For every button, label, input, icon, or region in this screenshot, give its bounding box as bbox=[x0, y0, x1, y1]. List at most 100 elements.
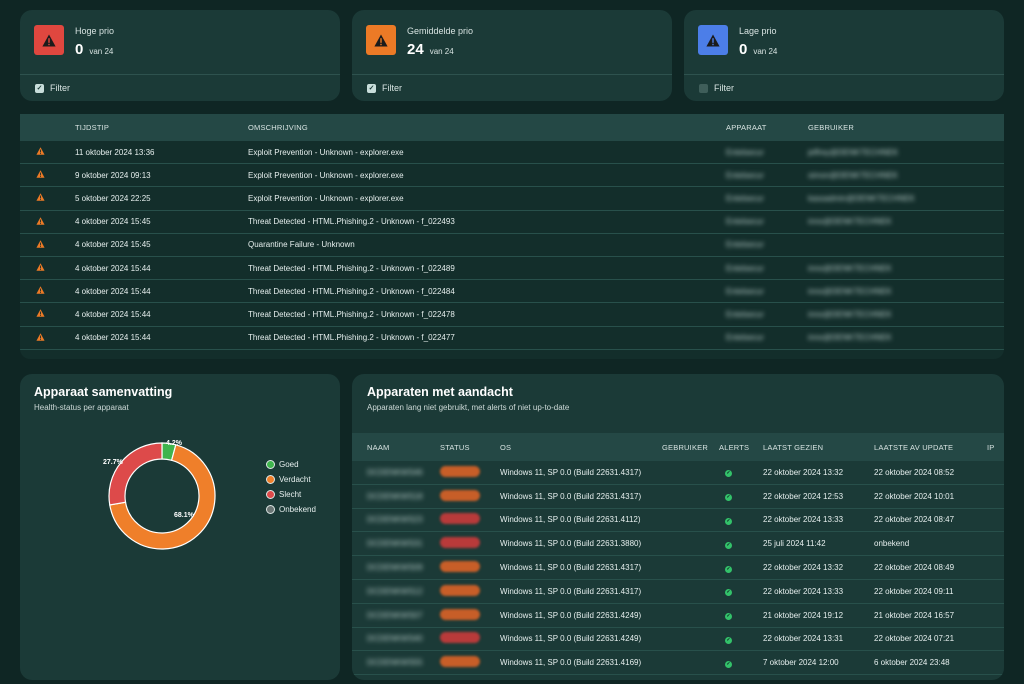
device-row[interactable]: DCDENKWS07 Windows 11, SP 0.0 (Build 2263… bbox=[352, 604, 1004, 628]
filter-label: Filter bbox=[50, 83, 70, 93]
column-header-last-seen[interactable]: LAATST GEZIEN bbox=[763, 442, 824, 452]
alert-device: Entelsecur bbox=[726, 170, 764, 180]
device-row[interactable]: DCDENKWS09 Windows 11, SP 0.0 (Build 2263… bbox=[352, 556, 1004, 580]
column-header-time[interactable]: TIJDSTIP bbox=[75, 123, 110, 132]
devices-table-header: NAAM STATUS OS GEBRUIKER ALERTS LAATST G… bbox=[352, 433, 1004, 461]
alert-priority-cell bbox=[20, 170, 75, 180]
filter-label: Filter bbox=[382, 83, 402, 93]
alert-row[interactable]: 11 oktober 2024 13:36 Exploit Prevention … bbox=[20, 141, 1004, 165]
column-header-description[interactable]: OMSCHRIJVING bbox=[248, 123, 308, 132]
device-row[interactable]: DCDENKWS40 Windows 11, SP 0.0 (Build 2263… bbox=[352, 628, 1004, 652]
warning-icon bbox=[698, 25, 728, 55]
column-header-name[interactable]: NAAM bbox=[367, 442, 390, 452]
column-header-os[interactable]: OS bbox=[500, 442, 512, 452]
slice-label: 27.7% bbox=[103, 459, 124, 466]
slice-label: 68.1% bbox=[174, 512, 195, 519]
legend-label: Goed bbox=[279, 460, 299, 469]
legend-item: Verdacht bbox=[266, 472, 316, 487]
donut-slice-slecht[interactable] bbox=[108, 442, 163, 506]
alert-time: 5 oktober 2024 22:25 bbox=[75, 193, 151, 203]
device-alerts: ✓ bbox=[719, 634, 763, 644]
device-alerts: ✓ bbox=[719, 610, 763, 621]
column-header-last-av-update[interactable]: LAATSTE AV UPDATE bbox=[874, 442, 954, 452]
device-status bbox=[440, 656, 500, 669]
filter-toggle-medium[interactable]: ✓ Filter bbox=[352, 74, 672, 101]
warning-icon bbox=[366, 25, 396, 55]
alert-time: 11 oktober 2024 13:36 bbox=[75, 147, 155, 157]
device-os: Windows 11, SP 0.0 (Build 22631.3880) bbox=[500, 539, 642, 549]
device-alerts: ✓ bbox=[719, 467, 763, 478]
alert-priority-cell bbox=[20, 240, 75, 250]
legend-swatch bbox=[266, 490, 275, 499]
device-last-seen: 22 oktober 2024 13:33 bbox=[763, 515, 844, 525]
column-header-user[interactable]: GEBRUIKER bbox=[662, 442, 708, 452]
device-row[interactable]: DCDENKWS55 Windows 11, SP 0.0 (Build 2263… bbox=[352, 651, 1004, 676]
alert-user: inno@DENKTECHNEK bbox=[808, 333, 892, 343]
status-badge bbox=[440, 537, 480, 549]
device-row[interactable]: DCDENKWS31 Windows 11, SP 0.0 (Build 2263… bbox=[352, 532, 1004, 557]
alert-description: Threat Detected - HTML.Phishing.2 - Unkn… bbox=[248, 333, 455, 343]
check-circle-icon: ✓ bbox=[725, 517, 732, 525]
alert-user: inno@DENKTECHNEK bbox=[808, 217, 892, 227]
alert-description: Threat Detected - HTML.Phishing.2 - Unkn… bbox=[248, 217, 455, 227]
alert-priority-cell bbox=[20, 263, 75, 273]
device-alerts: ✓ bbox=[719, 515, 763, 525]
alert-row[interactable]: 4 oktober 2024 15:44 Threat Detected - HT… bbox=[20, 327, 1004, 350]
device-status bbox=[440, 465, 500, 479]
status-badge bbox=[440, 489, 480, 501]
device-last-seen: 22 oktober 2024 12:53 bbox=[763, 491, 844, 501]
checkbox-unchecked-icon[interactable] bbox=[699, 83, 708, 93]
device-last-av-update: 22 oktober 2024 08:52 bbox=[874, 467, 955, 477]
device-status bbox=[440, 537, 500, 550]
alert-row[interactable]: 4 oktober 2024 15:44 Threat Detected - HT… bbox=[20, 280, 1004, 304]
column-header-user[interactable]: GEBRUIKER bbox=[808, 123, 854, 132]
legend-label: Verdacht bbox=[279, 475, 311, 484]
alert-row[interactable]: 4 oktober 2024 15:44 Threat Detected - HT… bbox=[20, 257, 1004, 281]
warning-icon bbox=[36, 170, 45, 180]
device-row[interactable]: DCDENKWS23 Windows 11, SP 0.0 (Build 2263… bbox=[352, 509, 1004, 533]
checkbox-checked-icon[interactable]: ✓ bbox=[367, 83, 376, 93]
device-last-seen: 22 oktober 2024 13:32 bbox=[763, 563, 844, 573]
donut-slice-verdacht[interactable] bbox=[109, 444, 216, 550]
alert-time: 4 oktober 2024 15:44 bbox=[75, 333, 151, 343]
filter-toggle-low[interactable]: Filter bbox=[684, 74, 1004, 101]
filter-toggle-high[interactable]: ✓ Filter bbox=[20, 74, 340, 101]
alert-row[interactable]: 5 oktober 2024 22:25 Exploit Prevention -… bbox=[20, 187, 1004, 211]
device-alerts: ✓ bbox=[719, 491, 763, 502]
device-name: DCDENKWS40 bbox=[367, 634, 423, 644]
alert-row[interactable]: 4 oktober 2024 15:45 Quarantine Failure -… bbox=[20, 234, 1004, 257]
alert-description: Exploit Prevention - Unknown - explorer.… bbox=[248, 147, 404, 157]
checkbox-checked-icon[interactable]: ✓ bbox=[35, 83, 44, 93]
device-alerts: ✓ bbox=[719, 586, 763, 597]
alert-description: Threat Detected - HTML.Phishing.2 - Unkn… bbox=[248, 286, 455, 296]
filter-label: Filter bbox=[714, 83, 734, 93]
column-header-device[interactable]: APPARAAT bbox=[726, 123, 767, 132]
alerts-table-header: TIJDSTIP OMSCHRIJVING APPARAAT GEBRUIKER bbox=[20, 114, 1004, 141]
device-last-seen: 22 oktober 2024 13:33 bbox=[763, 586, 844, 596]
legend-label: Slecht bbox=[279, 490, 302, 499]
alert-row[interactable]: 4 oktober 2024 15:44 Threat Detected - HT… bbox=[20, 303, 1004, 327]
device-alerts: ✓ bbox=[719, 539, 763, 549]
alert-row[interactable]: 9 oktober 2024 09:13 Exploit Prevention -… bbox=[20, 164, 1004, 188]
check-circle-icon: ✓ bbox=[725, 636, 732, 644]
check-circle-icon: ✓ bbox=[725, 660, 732, 668]
alert-row[interactable]: 4 oktober 2024 15:45 Threat Detected - HT… bbox=[20, 211, 1004, 234]
prio-count: 24 bbox=[407, 41, 424, 58]
column-header-status[interactable]: STATUS bbox=[440, 442, 470, 452]
status-badge bbox=[440, 513, 480, 525]
device-name: DCDENKWS31 bbox=[367, 539, 423, 549]
device-os: Windows 11, SP 0.0 (Build 22631.4317) bbox=[500, 491, 642, 501]
device-status bbox=[440, 584, 500, 598]
device-row[interactable]: DCDENKWS18 Windows 11, SP 0.0 (Build 2263… bbox=[352, 485, 1004, 509]
device-row[interactable]: DCDENKWS46 Windows 11, SP 0.0 (Build 2263… bbox=[352, 461, 1004, 485]
health-donut-chart: 4.2% 68.1% 27.7% bbox=[103, 440, 216, 550]
alert-user: inno@DENKTECHNEK bbox=[808, 309, 892, 319]
column-header-alerts[interactable]: ALERTS bbox=[719, 442, 750, 452]
column-header-ip[interactable]: IP bbox=[987, 442, 995, 452]
legend-item: Goed bbox=[266, 457, 316, 472]
warning-icon bbox=[36, 286, 45, 296]
device-row[interactable]: DCDENKWS12 Windows 11, SP 0.0 (Build 2263… bbox=[352, 580, 1004, 604]
device-name: DCDENKWS46 bbox=[367, 467, 423, 477]
warning-icon bbox=[36, 263, 45, 273]
alert-description: Exploit Prevention - Unknown - explorer.… bbox=[248, 193, 404, 203]
